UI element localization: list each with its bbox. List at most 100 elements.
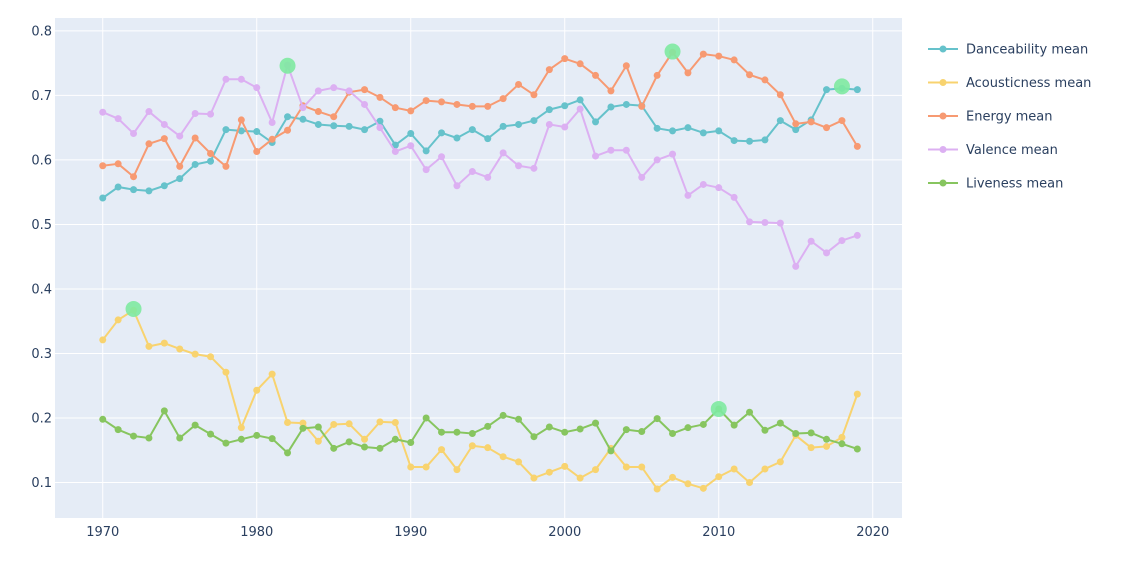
data-point[interactable] [376,93,384,101]
data-point[interactable] [776,458,784,466]
data-point[interactable] [253,128,261,136]
data-point[interactable] [191,109,199,117]
data-point[interactable] [222,75,230,83]
highlight-marker[interactable] [125,300,142,317]
data-point[interactable] [130,173,138,181]
data-point[interactable] [622,146,630,154]
data-point[interactable] [807,444,815,452]
data-point[interactable] [746,479,754,487]
data-point[interactable] [561,55,569,63]
data-point[interactable] [684,124,692,132]
data-point[interactable] [699,420,707,428]
data-point[interactable] [776,91,784,99]
data-point[interactable] [422,147,430,155]
data-point[interactable] [499,149,507,157]
data-point[interactable] [222,368,230,376]
data-point[interactable] [237,127,245,135]
data-point[interactable] [284,449,292,457]
legend-item[interactable]: Energy mean [928,110,1053,125]
data-point[interactable] [160,135,168,143]
data-point[interactable] [345,122,353,130]
data-point[interactable] [99,415,107,423]
data-point[interactable] [638,102,646,110]
data-point[interactable] [391,419,399,427]
data-point[interactable] [561,462,569,470]
data-point[interactable] [237,75,245,83]
data-point[interactable] [438,129,446,137]
data-point[interactable] [669,429,677,437]
data-point[interactable] [361,435,369,443]
data-point[interactable] [592,71,600,79]
data-point[interactable] [160,120,168,128]
data-point[interactable] [499,95,507,103]
data-point[interactable] [746,137,754,145]
data-point[interactable] [715,473,723,481]
data-point[interactable] [776,219,784,227]
data-point[interactable] [253,431,261,439]
legend-item[interactable]: Liveness mean [928,177,1063,192]
data-point[interactable] [361,86,369,94]
data-point[interactable] [499,411,507,419]
data-point[interactable] [545,468,553,476]
data-point[interactable] [407,107,415,115]
data-point[interactable] [145,108,153,116]
data-point[interactable] [484,102,492,110]
data-point[interactable] [130,186,138,194]
data-point[interactable] [330,84,338,92]
data-point[interactable] [438,98,446,106]
data-point[interactable] [853,142,861,150]
data-point[interactable] [453,100,461,108]
data-point[interactable] [684,480,692,488]
data-point[interactable] [284,126,292,134]
data-point[interactable] [237,424,245,432]
data-point[interactable] [299,104,307,112]
data-point[interactable] [530,474,538,482]
data-point[interactable] [622,426,630,434]
data-point[interactable] [669,150,677,158]
data-point[interactable] [807,429,815,437]
data-point[interactable] [453,466,461,474]
data-point[interactable] [422,414,430,422]
data-point[interactable] [314,87,322,95]
data-point[interactable] [160,339,168,347]
data-point[interactable] [730,137,738,145]
data-point[interactable] [715,52,723,60]
data-point[interactable] [823,249,831,257]
data-point[interactable] [268,135,276,143]
data-point[interactable] [853,390,861,398]
data-point[interactable] [607,146,615,154]
data-point[interactable] [330,444,338,452]
data-point[interactable] [838,237,846,245]
data-point[interactable] [838,117,846,125]
data-point[interactable] [145,434,153,442]
data-point[interactable] [145,140,153,148]
data-point[interactable] [145,187,153,195]
data-point[interactable] [638,173,646,181]
data-point[interactable] [592,152,600,160]
data-point[interactable] [391,435,399,443]
data-point[interactable] [592,419,600,427]
data-point[interactable] [699,484,707,492]
data-point[interactable] [114,426,122,434]
data-point[interactable] [761,426,769,434]
data-point[interactable] [576,105,584,113]
data-point[interactable] [823,124,831,132]
data-point[interactable] [484,422,492,430]
data-point[interactable] [145,342,153,350]
data-point[interactable] [838,440,846,448]
data-point[interactable] [838,433,846,441]
data-point[interactable] [699,50,707,58]
data-point[interactable] [653,415,661,423]
data-point[interactable] [407,463,415,471]
data-point[interactable] [699,129,707,137]
data-point[interactable] [545,66,553,74]
data-point[interactable] [515,415,523,423]
data-point[interactable] [268,435,276,443]
data-point[interactable] [284,419,292,427]
data-point[interactable] [160,407,168,415]
data-point[interactable] [653,156,661,164]
data-point[interactable] [761,76,769,84]
data-point[interactable] [237,116,245,124]
data-point[interactable] [438,428,446,436]
data-point[interactable] [638,463,646,471]
